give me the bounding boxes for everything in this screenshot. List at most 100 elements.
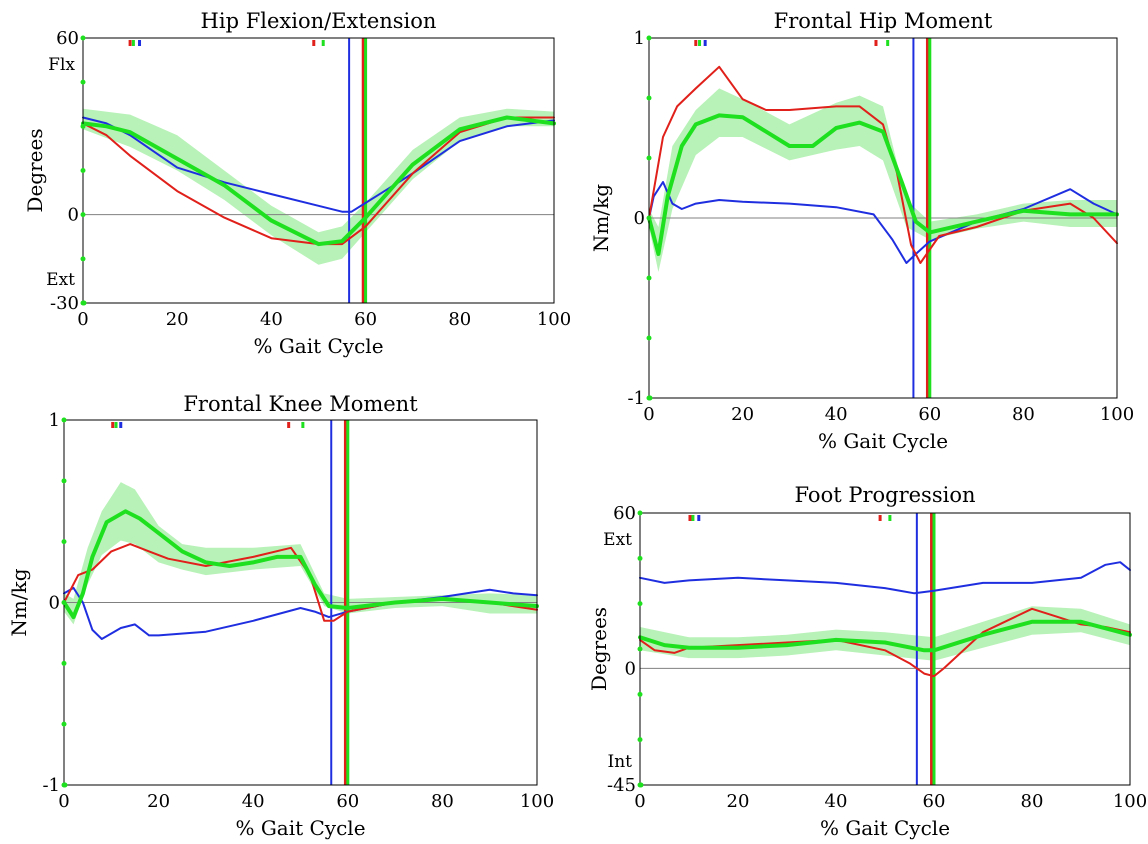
green-event-marker [691,515,695,521]
y-axis-label: Degrees [23,128,47,212]
y-axis-dot [637,601,643,607]
red-event-marker [111,422,115,428]
y-axis-dot [61,417,67,423]
origin-dot [647,395,653,401]
y-axis-dot [646,335,652,341]
y-axis-dot [61,478,67,484]
x-tick-label: 20 [166,309,189,330]
x-tick-label: 40 [242,791,265,812]
x-tick-label: 100 [1100,404,1134,425]
y-axis-dot [80,256,86,262]
y-axis-dot [646,35,652,41]
x-tick-label: 20 [731,404,754,425]
x-tick-label: 0 [77,309,88,330]
y-axis-dot [646,275,652,281]
green-series-line [638,619,1132,653]
y-axis-dot [61,660,67,666]
x-tick-label: 80 [1021,791,1044,812]
chart-title: Frontal Knee Moment [183,392,418,416]
x-tick-label: 60 [354,309,377,330]
x-tick-label: 80 [448,309,471,330]
x-tick-label: 40 [825,404,848,425]
y-axis-dot [646,215,652,221]
x-tick-label: 80 [1012,404,1035,425]
green-event-marker [698,40,702,46]
x-tick-label: 0 [634,791,645,812]
green-series-line [81,115,556,247]
y-axis-dot [637,646,643,652]
x-tick-label: 100 [520,791,554,812]
red-event-marker [874,40,878,46]
x-tick-label: 40 [260,309,283,330]
y-axis-dot [80,212,86,218]
y-tick-label: 0 [625,658,636,679]
x-tick-label: 20 [147,791,170,812]
lower-direction-label: Int [608,752,633,772]
x-tick-label: 80 [431,791,454,812]
x-axis-label: % Gait Cycle [235,816,365,840]
green-event-marker [888,515,892,521]
y-axis-dot [646,95,652,101]
x-tick-label: 100 [1113,791,1147,812]
y-tick-label: -1 [627,388,645,409]
chart-title: Foot Progression [795,483,976,507]
green-event-marker [114,422,118,428]
x-tick-label: 20 [727,791,750,812]
green-event-marker [886,40,890,46]
red-event-marker [312,40,316,46]
x-axis-label: % Gait Cycle [818,429,948,453]
y-axis-dot [80,35,86,41]
y-axis-dot [61,721,67,727]
origin-dot [62,782,68,788]
x-axis-label: % Gait Cycle [820,816,950,840]
y-axis-dot [80,123,86,129]
x-tick-label: 0 [58,791,69,812]
blue-event-marker [119,422,123,428]
y-axis-dot [80,79,86,85]
y-tick-label: -30 [50,293,79,314]
normal-range-band [83,108,554,265]
y-axis-label: Nm/kg [7,568,31,636]
y-tick-label: 60 [56,28,79,49]
y-tick-label: -45 [607,775,636,796]
blue-event-marker [138,40,142,46]
y-axis-dot [637,555,643,561]
normal-range-band [649,88,1117,273]
x-tick-label: 60 [923,791,946,812]
origin-dot [81,300,87,306]
y-axis-label: Degrees [587,607,611,691]
blue-event-marker [697,515,701,521]
y-tick-label: 0 [49,593,60,614]
y-tick-label: 1 [49,410,60,431]
y-tick-label: 0 [68,205,79,226]
y-axis-dot [637,691,643,697]
blue-series-line [82,116,555,213]
x-tick-label: 0 [643,404,654,425]
x-tick-label: 100 [537,309,571,330]
y-axis-dot [80,168,86,173]
y-axis-label: Nm/kg [589,184,613,252]
x-axis-label: % Gait Cycle [253,334,383,358]
y-axis-dot [637,737,643,743]
x-tick-label: 60 [336,791,359,812]
red-event-marker [287,422,291,428]
green-series-line [62,509,539,620]
blue-event-marker [703,40,707,46]
chart-title: Frontal Hip Moment [774,9,993,33]
y-tick-label: -1 [42,775,60,796]
green-series-line [647,113,1119,256]
red-event-marker [878,515,882,521]
upper-direction-label: Flx [48,55,75,75]
x-tick-label: 60 [918,404,941,425]
origin-dot [638,782,644,788]
y-axis-dot [61,539,67,545]
x-tick-label: 40 [825,791,848,812]
y-tick-label: 0 [634,208,645,229]
blue-series-line [639,561,1131,595]
red-event-marker [128,40,132,46]
